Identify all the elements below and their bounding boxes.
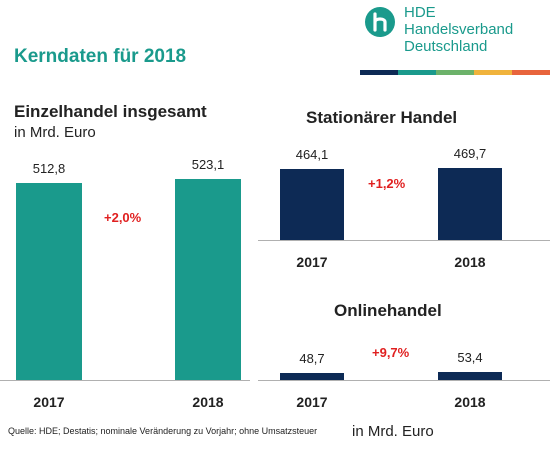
x-axis-line — [258, 380, 550, 381]
change-percent-label: +9,7% — [372, 345, 410, 360]
bar-value-label: 469,7 — [453, 146, 487, 161]
bar-value-label: 523,1 — [191, 157, 225, 172]
stripe-segment — [436, 70, 474, 75]
stripe-segment — [398, 70, 436, 75]
chart-title-stationaer: Stationärer Handel — [306, 108, 458, 127]
bar-value-label: 512,8 — [32, 161, 66, 176]
category-tick-label: 2018 — [454, 394, 486, 410]
bar-2018 — [175, 179, 241, 380]
category-tick-label: 2017 — [296, 394, 328, 410]
category-tick-label: 2017 — [33, 394, 65, 410]
x-axis-line — [0, 380, 250, 381]
change-percent-label: +1,2% — [368, 176, 406, 191]
category-tick-label: 2017 — [296, 254, 328, 270]
bar-2018 — [438, 168, 502, 240]
chart-title-online: Onlinehandel — [334, 301, 442, 320]
bar-value-label: 53,4 — [457, 350, 483, 365]
chart-subtitle-einzelhandel: in Mrd. Euro — [14, 124, 96, 141]
logo-line-1: HDE — [404, 4, 436, 21]
hde-logo-icon — [365, 7, 395, 37]
bar-2017 — [280, 373, 344, 380]
x-axis-line — [258, 240, 550, 241]
stripe-segment — [474, 70, 512, 75]
change-percent-label: +2,0% — [104, 210, 142, 225]
logo-line-2: Handelsverband — [404, 21, 514, 38]
bar-2018 — [438, 372, 502, 380]
stripe-segment — [512, 70, 550, 75]
category-tick-label: 2018 — [454, 254, 486, 270]
source-note: Quelle: HDE; Destatis; nominale Veränder… — [8, 426, 318, 436]
unit-note: in Mrd. Euro — [352, 423, 434, 440]
stripe-segment — [360, 70, 398, 75]
category-tick-label: 2018 — [192, 394, 224, 410]
chart-title-einzelhandel: Einzelhandel insgesamt — [14, 102, 207, 121]
page-title: Kerndaten für 2018 — [14, 46, 187, 67]
bar-2017 — [16, 183, 82, 380]
bar-value-label: 464,1 — [295, 147, 329, 162]
logo-text: HDE Handelsverband Deutschland — [404, 4, 513, 55]
bar-2017 — [280, 169, 344, 240]
bar-value-label: 48,7 — [299, 351, 325, 366]
logo-line-3: Deutschland — [404, 38, 488, 55]
